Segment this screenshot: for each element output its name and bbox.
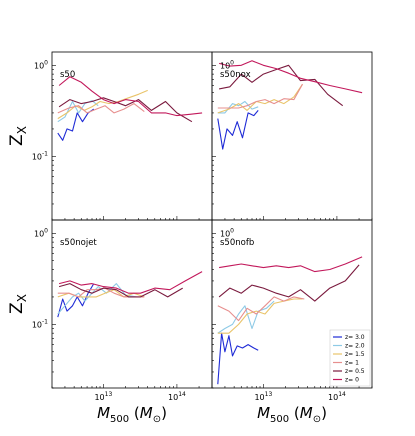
legend-label: z= 1.5: [345, 351, 365, 358]
series-line-z0: [58, 76, 203, 117]
series-line-z2.0: [57, 283, 137, 315]
panel-frame: [51, 51, 213, 221]
panel-lines: [57, 271, 203, 318]
legend-label: z= 1: [345, 360, 359, 367]
x-tick-label: 1014: [328, 391, 346, 402]
y-tick-label: 100: [220, 59, 234, 70]
panel-label: s50nox: [220, 70, 251, 80]
series-line-z2.0: [57, 100, 99, 123]
series-line-z0.5: [58, 97, 193, 123]
series-line-z1.5: [57, 89, 148, 120]
y-tick-label: 10-1: [32, 150, 48, 161]
series-line-z1: [57, 103, 145, 114]
series-line-z1.5: [217, 83, 303, 114]
legend: z= 3.0 z= 2.0z= 1.5 z= 1z= 0.5 z= 0: [329, 329, 371, 387]
legend-box: [329, 329, 371, 387]
series-line-z2.0: [217, 100, 259, 114]
series-line-z1: [217, 83, 303, 109]
series-line-z1.5: [217, 298, 303, 334]
series-line-z0: [58, 271, 203, 294]
x-tick-label: 1013: [94, 391, 112, 402]
series-line-z0.5: [58, 283, 183, 298]
y-tick-label: 10-1: [32, 318, 48, 329]
series-line-z0: [219, 256, 363, 273]
panel-s50: s50 100 10-1ZX: [7, 51, 213, 221]
y-tick-label: 100: [34, 59, 48, 70]
legend-label: z= 0: [345, 377, 359, 384]
series-line-z0: [218, 60, 363, 94]
panel-label: s50nojet: [60, 238, 97, 248]
series-line-z0.5: [218, 264, 360, 302]
panel-lines: [57, 76, 203, 141]
panel-label: s50: [60, 70, 75, 80]
panel-frame: [211, 219, 373, 389]
panel-label: s50nofb: [220, 238, 254, 248]
y-axis-label: ZX: [7, 294, 29, 314]
panel-s50nojet: s50nojet 1013 1014 100 10-1ZX M500 (M⊙): [7, 219, 213, 425]
series-line-z3.0: [217, 110, 259, 150]
y-tick-label: 100: [34, 227, 48, 238]
x-axis-label: M500 (M⊙): [97, 404, 167, 425]
y-axis-label: ZX: [7, 126, 29, 146]
series-line-z1: [217, 296, 305, 322]
panel-s50nofb: s50nofb 1013 1014 100 M500 (M⊙): [211, 219, 373, 425]
series-line-z2.0: [217, 300, 275, 334]
x-axis-label: M500 (M⊙): [257, 404, 327, 425]
series-line-z0.5: [218, 64, 344, 107]
series-line-z3.0: [57, 283, 95, 318]
legend-label: z= 2.0: [345, 343, 365, 350]
series-line-z3.0: [217, 332, 259, 385]
x-tick-label: 1014: [168, 391, 186, 402]
legend-label: z= 3.0: [345, 334, 365, 341]
panel-lines: [217, 60, 363, 150]
y-tick-label: 100: [220, 227, 234, 238]
panel-lines: [217, 256, 363, 385]
legend-label: z= 0.5: [345, 368, 365, 375]
series-line-z3.0: [57, 108, 95, 141]
x-tick-label: 1013: [254, 391, 272, 402]
